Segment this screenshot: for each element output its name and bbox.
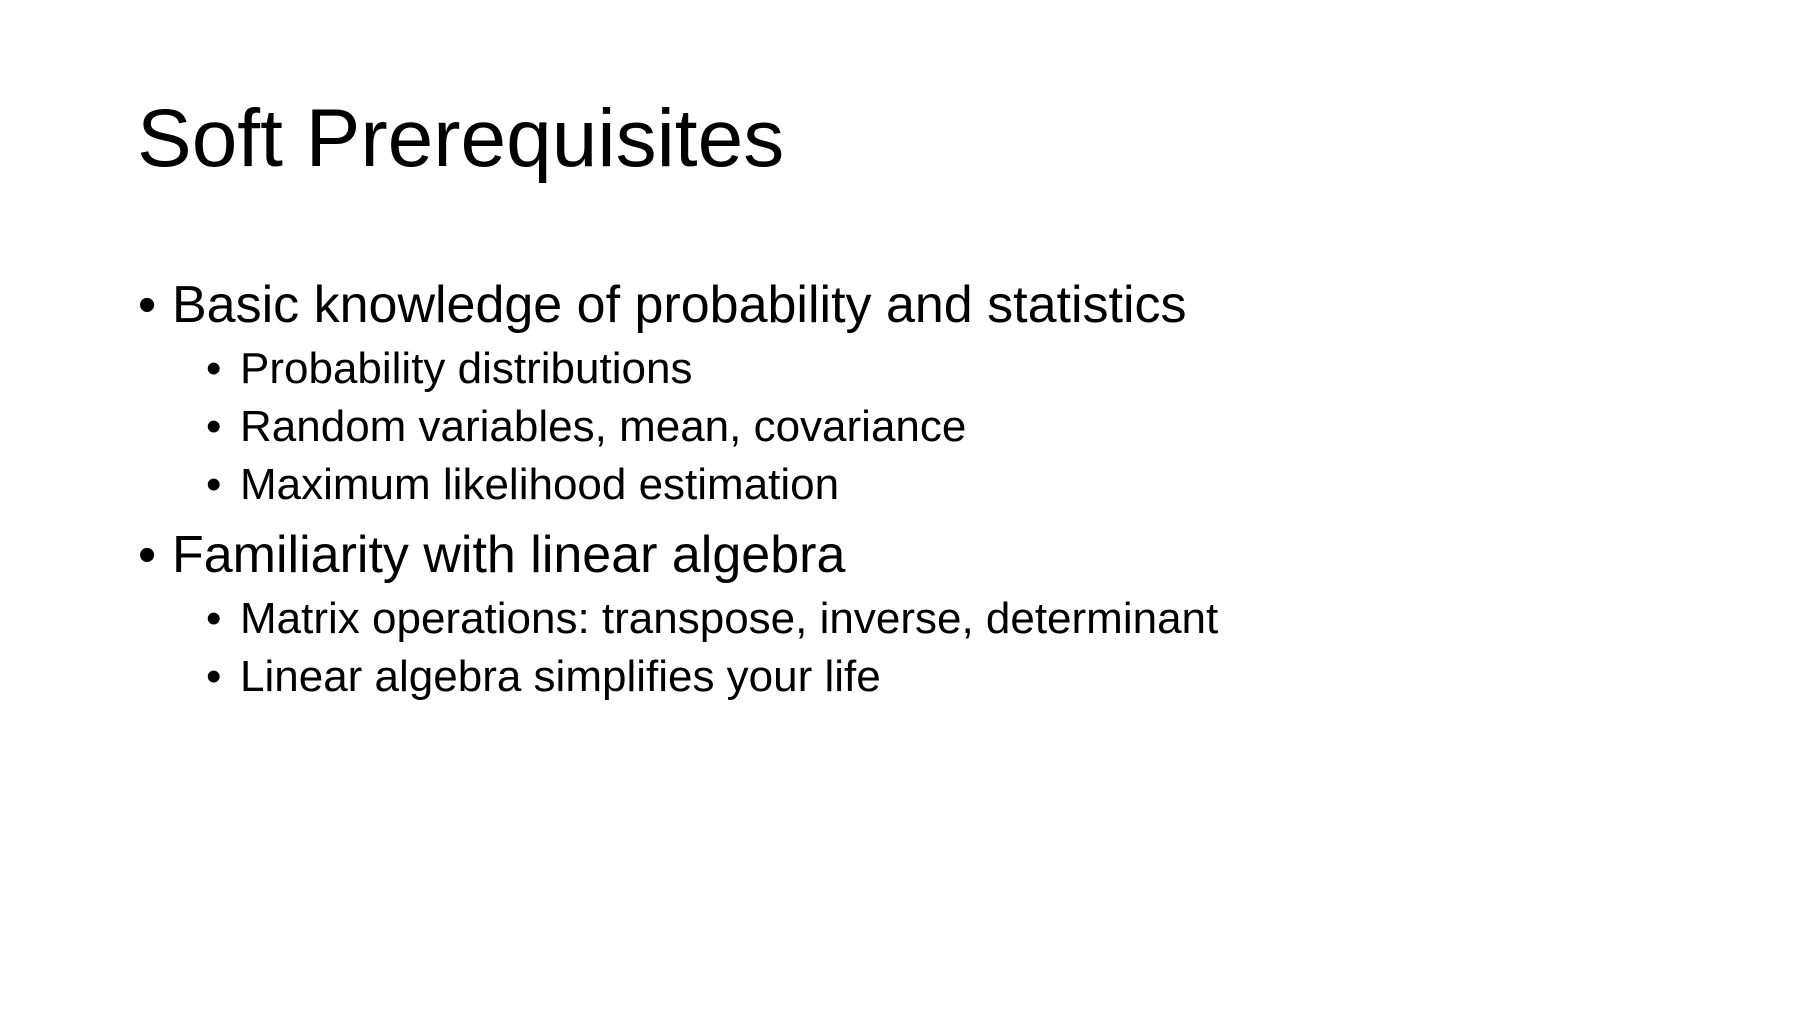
bullet-dot-icon: • xyxy=(206,402,222,451)
sub-bullet-item-maximum-likelihood: • Maximum likelihood estimation xyxy=(206,463,839,507)
sub-bullet-item-linear-algebra-life: • Linear algebra simplifies your life xyxy=(206,655,881,699)
bullet-item-probability-statistics: • Basic knowledge of probability and sta… xyxy=(138,279,1187,331)
bullet-text: Basic knowledge of probability and stati… xyxy=(172,276,1187,334)
sub-bullet-text: Linear algebra simplifies your life xyxy=(240,652,881,701)
bullet-text: Familiarity with linear algebra xyxy=(172,526,846,584)
bullet-dot-icon: • xyxy=(206,344,222,393)
sub-bullet-text: Random variables, mean, covariance xyxy=(240,402,967,451)
slide-title: Soft Prerequisites xyxy=(137,93,785,184)
bullet-dot-icon: • xyxy=(206,652,222,701)
bullet-dot-icon: • xyxy=(138,526,157,584)
sub-bullet-item-matrix-operations: • Matrix operations: transpose, inverse,… xyxy=(206,597,1218,641)
sub-bullet-text: Probability distributions xyxy=(240,344,693,393)
bullet-item-linear-algebra: • Familiarity with linear algebra xyxy=(138,529,845,581)
bullet-dot-icon: • xyxy=(206,594,222,643)
sub-bullet-text: Matrix operations: transpose, inverse, d… xyxy=(240,594,1219,643)
sub-bullet-item-probability-distributions: • Probability distributions xyxy=(206,347,692,391)
bullet-dot-icon: • xyxy=(206,460,222,509)
sub-bullet-item-random-variables: • Random variables, mean, covariance xyxy=(206,405,966,449)
bullet-dot-icon: • xyxy=(138,276,157,334)
sub-bullet-text: Maximum likelihood estimation xyxy=(240,460,840,509)
